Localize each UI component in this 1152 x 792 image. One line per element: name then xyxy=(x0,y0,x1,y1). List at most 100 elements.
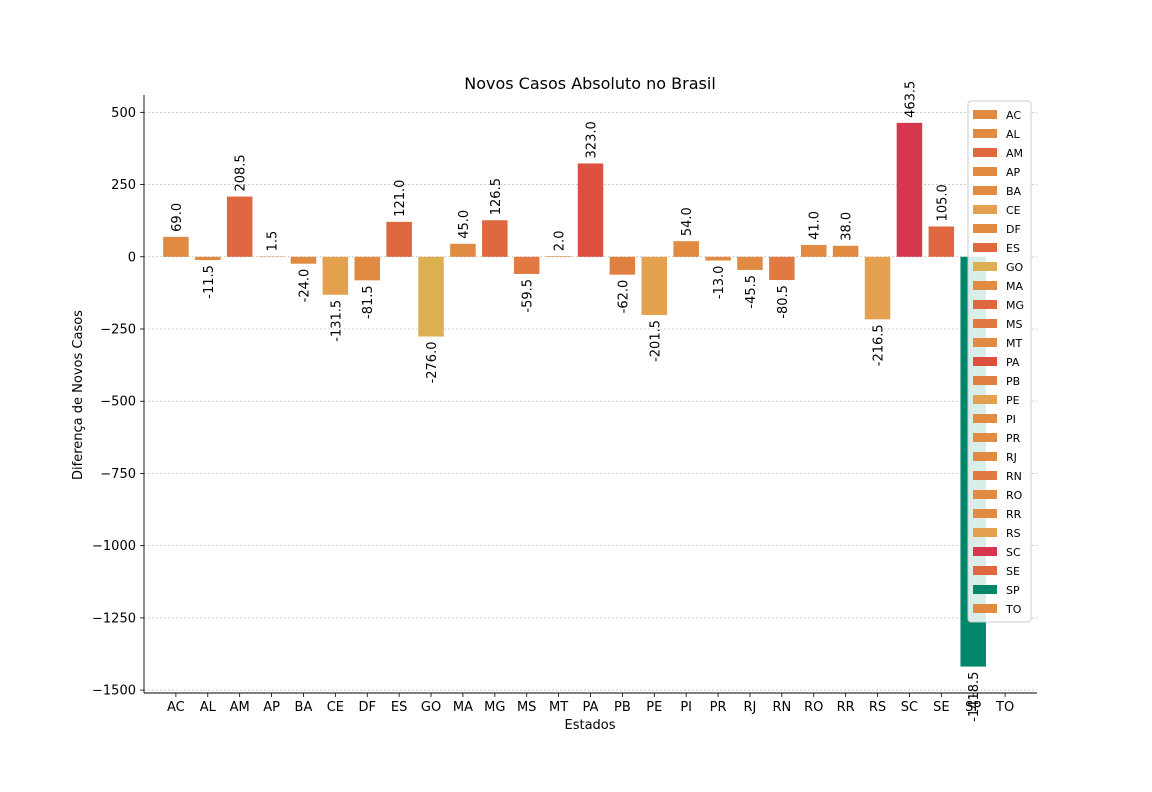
x-tick-label-es: ES xyxy=(391,700,407,715)
legend-label-se: SE xyxy=(1006,565,1020,578)
bar-mg xyxy=(482,220,508,257)
x-ticks: AC AL AM AP BA CE DF ES GO MA MG MS MT PA PB PE PI PR RJ RN… xyxy=(167,693,1014,715)
bar-df xyxy=(354,256,381,281)
legend-swatch-rn xyxy=(973,471,997,480)
legend-label-ap: AP xyxy=(1006,166,1021,179)
legend-swatch-rj xyxy=(973,452,997,461)
y-tick-label: −250 xyxy=(100,323,136,338)
legend-label-rr: RR xyxy=(1006,508,1022,521)
x-tick-label-ce: CE xyxy=(327,700,344,715)
bar-pi xyxy=(673,241,699,257)
y-tick-label: 500 xyxy=(111,106,136,121)
value-label-ap: 1.5 xyxy=(266,231,281,252)
bar-al xyxy=(195,256,221,261)
value-label-rs: -216.5 xyxy=(872,324,887,366)
value-label-pe: -201.5 xyxy=(648,320,663,362)
legend-swatch-ba xyxy=(973,186,997,195)
legend-label-ac: AC xyxy=(1006,109,1021,122)
value-label-ba: -24.0 xyxy=(297,269,312,303)
value-label-go: -276.0 xyxy=(425,342,440,384)
legend-label-to: TO xyxy=(1005,603,1022,616)
x-tick-label-df: DF xyxy=(359,700,377,715)
legend-label-es: ES xyxy=(1006,242,1020,255)
legend-swatch-rr xyxy=(973,509,997,518)
value-label-rr: 38.0 xyxy=(840,212,855,241)
x-tick-label-rr: RR xyxy=(837,700,855,715)
legend-swatch-go xyxy=(973,262,997,271)
legend-swatch-ms xyxy=(973,319,997,328)
legend-label-ms: MS xyxy=(1006,318,1022,331)
x-tick-label-rj: RJ xyxy=(744,700,757,715)
x-tick-label-am: AM xyxy=(230,700,250,715)
value-label-rn: -80.5 xyxy=(776,285,791,319)
value-label-se: 105.0 xyxy=(935,184,950,221)
y-axis-label: Diferença de Novos Casos xyxy=(71,310,86,480)
x-tick-label-pe: PE xyxy=(646,700,662,715)
legend-label-ma: MA xyxy=(1006,280,1023,293)
x-tick-label-ap: AP xyxy=(263,700,280,715)
bar-rj xyxy=(737,256,763,270)
value-label-pr: -13.0 xyxy=(712,266,727,300)
x-tick-label-pi: PI xyxy=(680,700,692,715)
legend-swatch-pb xyxy=(973,376,997,385)
x-tick-label-pr: PR xyxy=(710,700,727,715)
bar-es xyxy=(386,221,412,257)
x-tick-label-sp: SP xyxy=(965,700,981,715)
legend-swatch-ma xyxy=(973,281,997,290)
value-label-pa: 323.0 xyxy=(585,121,600,158)
legend-label-am: AM xyxy=(1006,147,1023,160)
x-tick-label-al: AL xyxy=(200,700,217,715)
bar-ba xyxy=(290,256,317,264)
bar-go xyxy=(418,256,444,337)
value-label-am: 208.5 xyxy=(234,154,249,191)
legend-swatch-sp xyxy=(973,585,997,594)
legend-label-ro: RO xyxy=(1006,489,1023,502)
legend-label-pe: PE xyxy=(1006,394,1020,407)
legend-label-sc: SC xyxy=(1006,546,1021,559)
value-label-df: -81.5 xyxy=(361,285,376,319)
legend-label-mg: MG xyxy=(1006,299,1024,312)
value-label-sp: -1418.5 xyxy=(967,672,982,722)
legend-swatch-mg xyxy=(973,300,997,309)
chart-title: Novos Casos Absoluto no Brasil xyxy=(464,74,716,93)
bars xyxy=(163,122,1018,667)
value-label-ma: 45.0 xyxy=(457,210,472,239)
legend-swatch-mt xyxy=(973,338,997,347)
bar-rr xyxy=(832,245,859,257)
value-labels: 69.0 -11.5 208.5 1.5 -24.0 -131.5 -81.5 121.0 -2… xyxy=(170,81,982,722)
legend-label-pb: PB xyxy=(1006,375,1020,388)
value-label-mg: 126.5 xyxy=(489,178,504,215)
legend-swatch-es xyxy=(973,243,997,252)
value-label-ms: -59.5 xyxy=(521,279,536,313)
legend-label-al: AL xyxy=(1006,128,1021,141)
x-tick-label-to: TO xyxy=(995,700,1014,715)
bar-rs xyxy=(864,256,891,320)
legend-label-go: GO xyxy=(1006,261,1024,274)
legend-label-ce: CE xyxy=(1006,204,1021,217)
value-label-mt: 2.0 xyxy=(553,231,568,252)
bar-pa xyxy=(577,163,604,257)
legend-label-rn: RN xyxy=(1006,470,1022,483)
y-tick-label: 0 xyxy=(128,250,136,265)
value-label-ce: -131.5 xyxy=(329,300,344,342)
legend-swatch-ac xyxy=(973,110,997,119)
bar-se xyxy=(928,226,955,257)
legend-label-sp: SP xyxy=(1006,584,1020,597)
legend-label-pr: PR xyxy=(1006,432,1021,445)
legend-swatch-ro xyxy=(973,490,997,499)
x-tick-label-mg: MG xyxy=(484,700,505,715)
bar-pb xyxy=(609,256,636,275)
legend-label-mt: MT xyxy=(1006,337,1022,350)
value-label-ro: 41.0 xyxy=(808,211,823,240)
x-tick-label-se: SE xyxy=(933,700,949,715)
legend-swatch-ce xyxy=(973,205,997,214)
y-tick-label: −1500 xyxy=(92,684,136,699)
legend-swatch-rs xyxy=(973,528,997,537)
grid-lines xyxy=(144,112,1037,691)
bar-sc xyxy=(896,122,923,257)
legend-label-df: DF xyxy=(1006,223,1021,236)
x-tick-label-ms: MS xyxy=(517,700,536,715)
legend-swatch-pr xyxy=(973,433,997,442)
x-tick-label-ac: AC xyxy=(167,700,185,715)
